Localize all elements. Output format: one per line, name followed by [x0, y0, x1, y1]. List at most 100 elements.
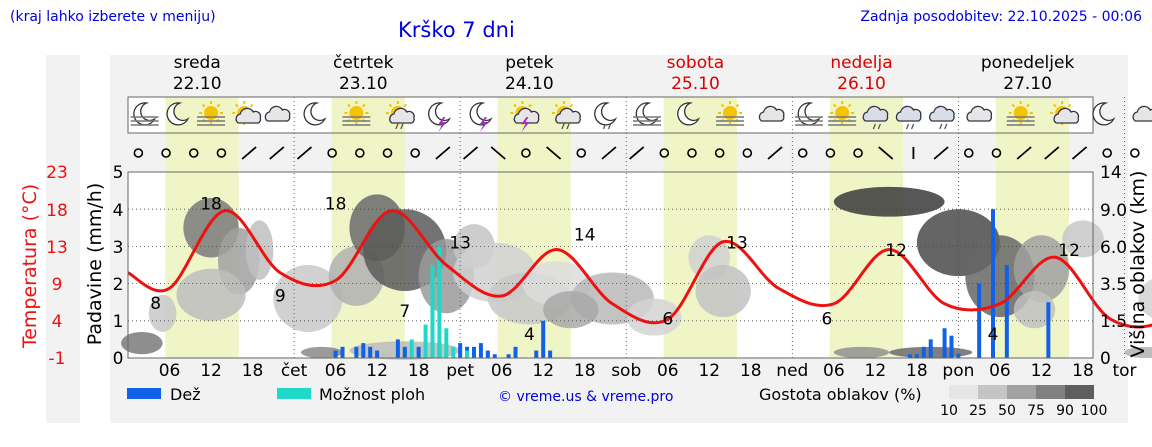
x-tick-label: 06 — [657, 361, 679, 381]
legend-shower-label: Možnost ploh — [319, 385, 425, 404]
moon-storm-icon — [428, 102, 452, 132]
rain-bar — [458, 343, 463, 358]
wind-barb-symbol — [545, 146, 562, 160]
wind-barb-symbol — [1071, 146, 1088, 160]
precip-tick-label: 4 — [113, 201, 124, 221]
daylight-band — [829, 97, 904, 358]
day-name: nedelja — [830, 53, 892, 73]
rain-bar — [541, 320, 546, 358]
wind-barb-symbol — [490, 146, 506, 160]
rain-bar — [416, 346, 421, 358]
wind-calm-symbol — [216, 148, 227, 158]
day-name: sobota — [667, 53, 725, 73]
legend-density-title: Gostota oblakov (%) — [759, 385, 922, 404]
x-tick-label: 12 — [532, 361, 554, 381]
day-date: 25.10 — [671, 74, 720, 94]
rain-bar — [340, 346, 345, 358]
wind-calm-symbol — [963, 148, 974, 158]
wind-calm-symbol — [410, 148, 420, 158]
day-date: 23.10 — [339, 74, 388, 94]
day-date: 27.10 — [1003, 74, 1052, 94]
cloud-height-tick-label: 14 — [1100, 163, 1122, 183]
precip-tick-label: 0 — [113, 349, 124, 369]
rain-bar — [942, 328, 947, 358]
wind-barb-symbol — [241, 146, 257, 160]
cloud-density-blob — [121, 331, 163, 355]
cloud-height-axis-title: Višina oblakov (km) — [1127, 171, 1149, 358]
wind-calm-symbol — [853, 148, 863, 158]
rain-bar — [534, 350, 539, 358]
x-tick-label: 06 — [989, 361, 1011, 381]
wind-calm-symbol — [1130, 148, 1140, 158]
moon-rain-icon — [594, 102, 618, 130]
cloud-density-blob — [1138, 279, 1152, 318]
wind-barb-symbol — [629, 146, 645, 160]
x-tick-label: čet — [281, 361, 308, 381]
cloud-icon — [264, 105, 291, 122]
precip-axis-title: Padavine (mm/h) — [84, 183, 106, 346]
moon-fog-icon — [794, 102, 823, 126]
cloud-rain-icon — [929, 105, 955, 130]
wind-calm-symbol — [797, 148, 808, 158]
day-name: četrtek — [333, 53, 394, 73]
x-tick-label: 12 — [366, 361, 388, 381]
wind-calm-symbol — [576, 148, 587, 158]
rain-bar — [1004, 265, 1009, 358]
temp-extreme-label: 18 — [325, 195, 347, 215]
wind-barb-symbol — [767, 146, 783, 160]
temperature-line — [127, 209, 1152, 329]
temp-extreme-label: 14 — [574, 226, 596, 246]
cloud-density-blob — [1124, 346, 1152, 358]
temp-tick-label: -1 — [49, 349, 66, 369]
cloud-density-blob — [695, 265, 751, 318]
temp-extreme-label: 7 — [399, 302, 410, 322]
day-name: ponedeljek — [981, 53, 1075, 73]
x-tick-label: 18 — [1072, 361, 1094, 381]
rain-bar — [506, 354, 511, 358]
shower-bar — [444, 328, 449, 358]
legend-density-label: 10 — [940, 403, 958, 419]
wind-calm-symbol — [687, 148, 697, 158]
wind-barb-symbol — [269, 146, 285, 160]
wind-barb-symbol — [601, 146, 617, 160]
cloud-height-tick-label: 1.5 — [1100, 312, 1127, 332]
sun-storm-icon — [510, 101, 540, 132]
shower-bar — [437, 246, 442, 358]
cloud-density-blob — [245, 220, 274, 280]
legend-density-swatch — [1065, 385, 1094, 399]
sun-fog-icon — [197, 101, 226, 126]
legend-shower-swatch — [277, 388, 311, 399]
x-tick-label: 12 — [865, 361, 887, 381]
temp-extreme-label: 9 — [275, 286, 286, 306]
wind-barb-symbol — [435, 146, 451, 160]
wind-barb-symbol — [462, 146, 479, 160]
sun-rain-icon — [551, 101, 581, 130]
x-tick-label: pet — [446, 361, 474, 381]
moon-fog-icon — [130, 102, 159, 126]
rain-bar — [354, 346, 359, 358]
x-tick-label: tor — [1112, 361, 1136, 381]
x-tick-label: 12 — [200, 361, 222, 381]
rain-bar — [907, 354, 912, 358]
cloud-density-blob — [273, 265, 343, 332]
temp-tick-label: 9 — [52, 275, 63, 295]
legend-density-label: 25 — [969, 403, 987, 419]
rain-bar — [977, 283, 982, 358]
cloud-height-tick-label: 0 — [1100, 349, 1111, 369]
cloud-height-tick-label: 3.5 — [1100, 275, 1127, 295]
wind-calm-symbol — [382, 148, 393, 158]
wind-calm-symbol — [825, 148, 836, 158]
day-date: 22.10 — [173, 74, 222, 94]
wind-calm-symbol — [521, 148, 531, 158]
wind-calm-symbol — [714, 148, 725, 158]
legend-density-swatch — [1007, 385, 1036, 399]
rain-bar — [361, 343, 366, 358]
sun-cloud-icon — [232, 101, 262, 125]
rain-bar — [1046, 302, 1051, 358]
wind-calm-symbol — [742, 148, 753, 158]
legend-density-label: 50 — [998, 403, 1016, 419]
legend-density-swatch — [949, 385, 978, 399]
rain-bar — [472, 346, 476, 358]
credit-text: © vreme.us & vreme.pro — [498, 389, 673, 405]
